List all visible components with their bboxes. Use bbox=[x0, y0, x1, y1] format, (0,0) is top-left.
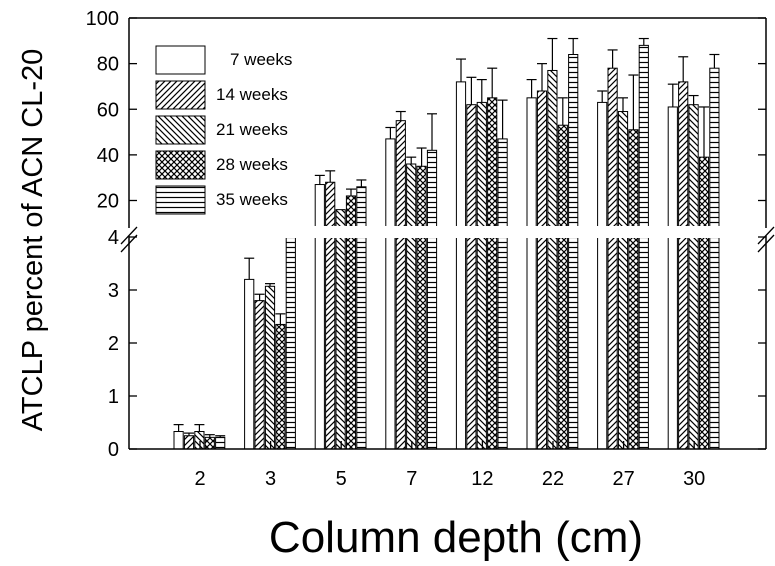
y-tick-label: 60 bbox=[97, 99, 119, 121]
x-tick-label: 27 bbox=[612, 468, 634, 490]
x-tick-label: 30 bbox=[683, 468, 705, 490]
bar bbox=[455, 81, 467, 450]
y-tick-label: 100 bbox=[86, 8, 119, 30]
bar bbox=[667, 106, 678, 450]
bar bbox=[285, 233, 296, 450]
bar bbox=[568, 54, 579, 450]
x-tick-label: 7 bbox=[406, 468, 417, 490]
y-tick-label: 4 bbox=[108, 227, 119, 249]
bar bbox=[688, 104, 699, 450]
x-tick-label: 5 bbox=[336, 468, 347, 490]
bar bbox=[395, 120, 406, 450]
bar bbox=[466, 104, 477, 450]
bar bbox=[557, 124, 568, 450]
bar bbox=[335, 209, 346, 450]
bar bbox=[416, 165, 427, 450]
y-tick-label: 80 bbox=[97, 54, 119, 76]
bar bbox=[385, 138, 396, 450]
legend-swatch bbox=[155, 80, 206, 110]
bar bbox=[325, 181, 336, 450]
bar bbox=[204, 436, 215, 450]
legend-label: 21 weeks bbox=[216, 120, 288, 139]
legend-swatch bbox=[155, 115, 206, 145]
x-tick-label: 3 bbox=[265, 468, 276, 490]
bar bbox=[183, 435, 195, 450]
legend-label: 35 weeks bbox=[216, 190, 288, 209]
bar bbox=[536, 90, 548, 450]
bar bbox=[254, 300, 265, 450]
bar bbox=[547, 69, 558, 450]
legend-label: 7 weeks bbox=[230, 50, 292, 69]
bar bbox=[264, 285, 276, 450]
x-tick-label: 12 bbox=[471, 468, 493, 490]
y-axis-title: ATCLP percent of ACN CL-20 bbox=[17, 49, 49, 432]
legend-label: 14 weeks bbox=[216, 85, 288, 104]
bar bbox=[607, 67, 618, 450]
bar bbox=[314, 184, 325, 450]
bar bbox=[678, 81, 689, 450]
axis-break-gap bbox=[130, 226, 765, 238]
bar bbox=[173, 431, 184, 450]
bars-layer bbox=[173, 37, 720, 450]
legend-swatch bbox=[155, 185, 206, 215]
y-tick-label: 40 bbox=[97, 145, 119, 167]
bar bbox=[617, 111, 629, 450]
y-tick-label: 2 bbox=[108, 333, 119, 355]
axis-break-mark-right bbox=[757, 234, 775, 253]
bar bbox=[426, 149, 438, 450]
bar bbox=[526, 97, 537, 450]
bar bbox=[698, 156, 710, 450]
axis-break-mark-right bbox=[757, 226, 775, 245]
bar bbox=[709, 67, 720, 450]
axis-break-mark-left bbox=[120, 234, 138, 253]
bar bbox=[476, 101, 487, 450]
bar bbox=[406, 163, 417, 450]
axis-break-mark-left bbox=[120, 226, 138, 245]
bar bbox=[628, 129, 639, 450]
y-tick-label: 0 bbox=[108, 439, 119, 461]
legend-label: 28 weeks bbox=[216, 155, 288, 174]
y-tick-label: 20 bbox=[97, 191, 119, 213]
x-axis-title: Column depth (cm) bbox=[269, 513, 643, 562]
bar bbox=[215, 436, 226, 450]
x-tick-label: 2 bbox=[194, 468, 205, 490]
bar bbox=[244, 278, 255, 450]
bar bbox=[487, 97, 498, 450]
bar bbox=[638, 44, 649, 450]
legend-swatch bbox=[155, 150, 206, 180]
bar bbox=[497, 138, 508, 450]
bar bbox=[275, 323, 286, 450]
bar bbox=[597, 101, 608, 450]
y-tick-label: 1 bbox=[108, 386, 119, 408]
y-tick-label: 3 bbox=[108, 280, 119, 302]
legend: 7 weeks 14 weeks 21 weeks 28 weeks 35 weeks bbox=[155, 45, 292, 215]
x-tick-label: 22 bbox=[542, 468, 564, 490]
legend-swatch bbox=[155, 45, 206, 75]
